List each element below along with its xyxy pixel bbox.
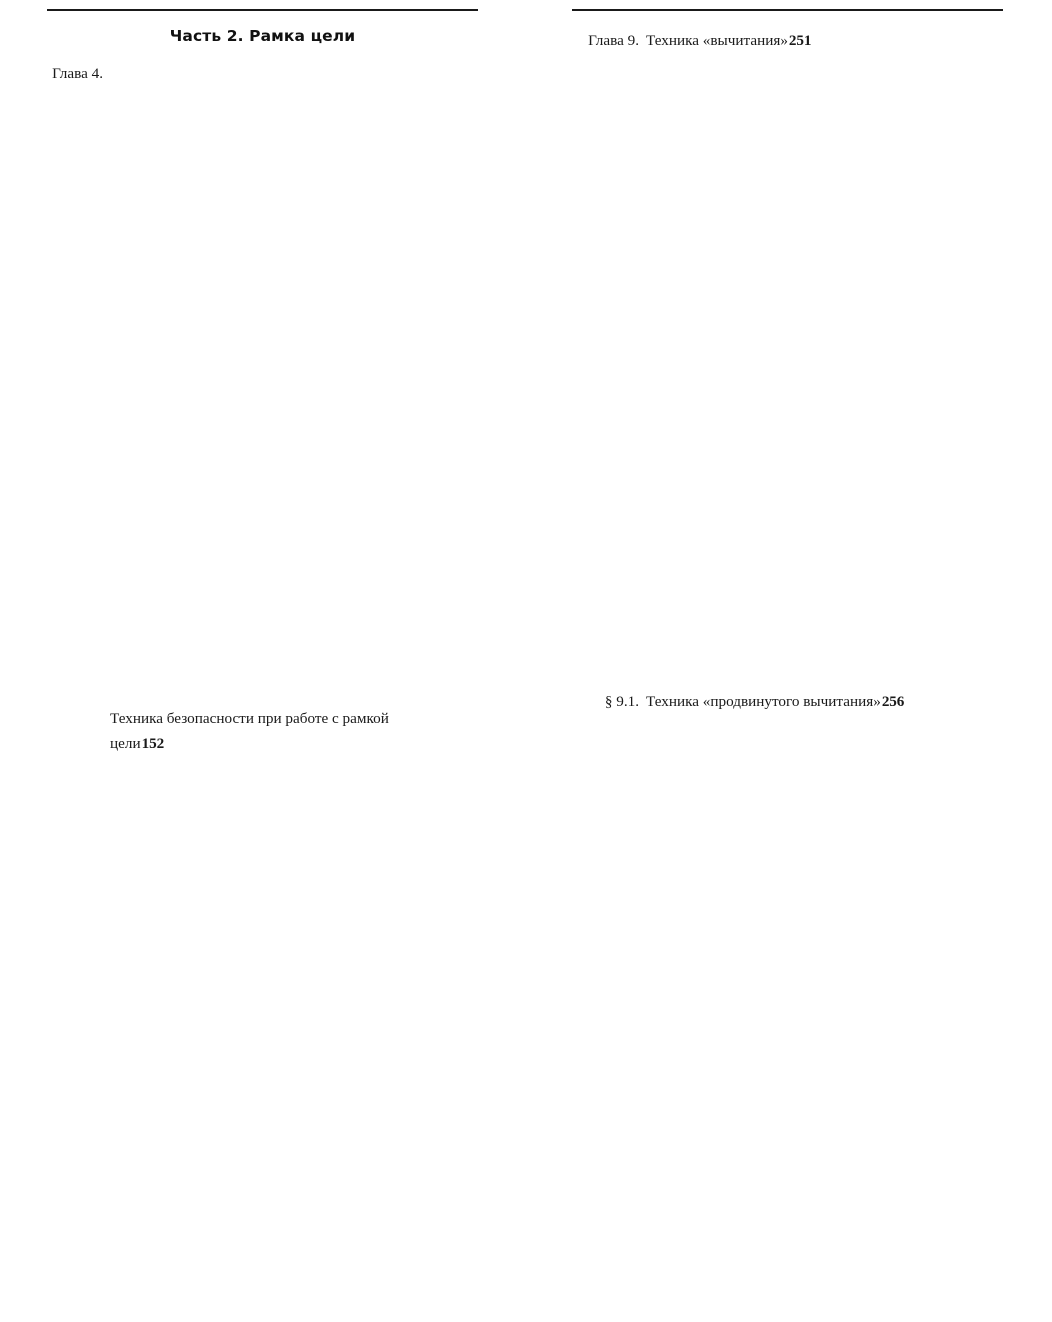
toc-page: Часть 2. Рамка цели Глава 4.Техника безо… [0, 0, 1052, 661]
right-entry-list: Глава 9.Техника «вычитания»251§ 9.1.Техн… [572, 29, 1003, 1322]
toc-entry[interactable]: Глава 9.Техника «вычитания»251 [572, 29, 1003, 690]
toc-entry-label: Глава 9. [572, 29, 646, 54]
toc-entry-title: цели [110, 732, 141, 757]
toc-entry-body: Техника «продвинутого вычитания»256 [646, 690, 1003, 1322]
toc-entry-label: § 9.1. [572, 690, 646, 715]
toc-entry-title: Техника безопасности при работе с рамкой [110, 707, 389, 732]
toc-entry-line: Техника безопасности при работе с рамкой [110, 62, 478, 732]
toc-entry-label: Глава 4. [47, 62, 110, 87]
toc-entry-body: Техника безопасности при работе с рамкой… [110, 62, 478, 1322]
toc-entry-body: Техника «вычитания»251 [646, 29, 1003, 690]
toc-entry-line: Техника «продвинутого вычитания»256 [646, 690, 1003, 1322]
toc-entry[interactable]: § 9.1.Техника «продвинутого вычитания»25… [572, 690, 1003, 1322]
part-2-heading: Часть 2. Рамка цели [47, 27, 478, 45]
toc-right-column: Глава 9.Техника «вычитания»251§ 9.1.Техн… [526, 0, 1052, 661]
toc-entry-title: Техника «продвинутого вычитания» [646, 690, 881, 715]
toc-entry-line: Техника «вычитания»251 [646, 29, 1003, 690]
left-column-top-rule [47, 9, 478, 11]
toc-entry[interactable]: Глава 4.Техника безопасности при работе … [47, 62, 478, 1322]
toc-entry-title: Техника «вычитания» [646, 29, 788, 54]
toc-page-number: 256 [882, 690, 1052, 1322]
toc-left-column: Часть 2. Рамка цели Глава 4.Техника безо… [0, 0, 526, 661]
toc-page-number: 251 [789, 29, 1052, 690]
left-entry-list: Глава 4.Техника безопасности при работе … [47, 62, 478, 1322]
